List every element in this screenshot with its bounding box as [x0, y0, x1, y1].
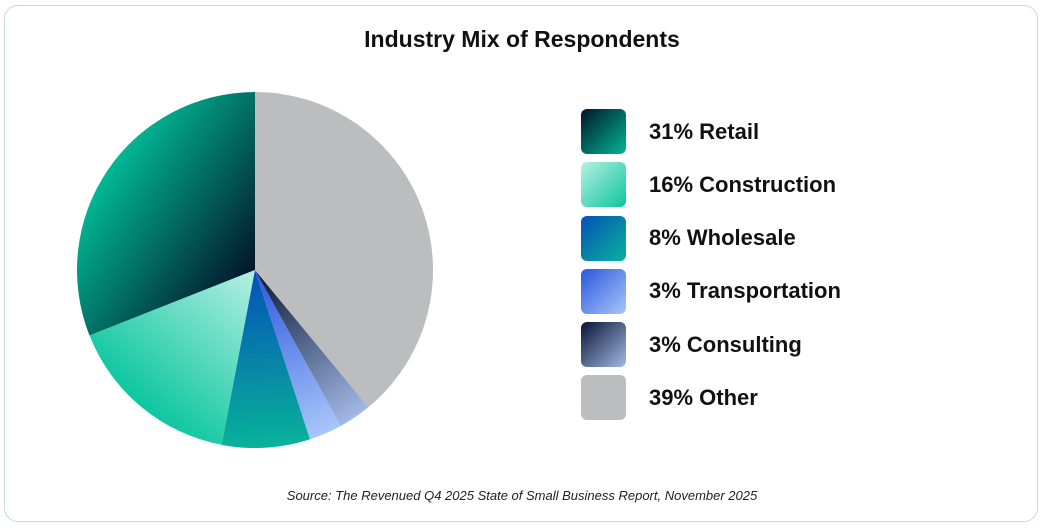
source-note: Source: The Revenued Q4 2025 State of Sm…: [286, 488, 758, 503]
chart-title: Industry Mix of Respondents: [364, 26, 680, 52]
pie-slice-construction: [89, 270, 255, 445]
pie-slice-retail: [77, 92, 255, 336]
legend-swatch: [581, 162, 626, 208]
pie-slice-consulting: [255, 270, 369, 426]
legend-swatch: [581, 268, 626, 314]
legend-label: 8% Wholesale: [649, 225, 796, 251]
legend-swatch: [581, 109, 626, 154]
legend-label: 3% Consulting: [649, 331, 802, 357]
pie-chart: [77, 92, 433, 448]
legend-item-retail: 31% Retail: [581, 109, 841, 154]
legend-item-other: 39% Other: [581, 375, 841, 421]
legend: 31% Retail 16% Construction 8% Wholesale 3%…: [581, 109, 841, 429]
legend-item-wholesale: 8% Wholesale: [581, 215, 841, 261]
legend-item-transportation: 3% Transportation: [581, 268, 841, 314]
legend-label: 16% Construction: [649, 171, 837, 197]
legend-label: 31% Retail: [649, 118, 760, 144]
legend-item-consulting: 3% Consulting: [581, 322, 841, 368]
pie-slice-other: [255, 92, 433, 408]
legend-label: 39% Other: [649, 384, 758, 410]
legend-swatch: [581, 375, 626, 421]
legend-swatch: [581, 322, 626, 368]
pie-slice-transportation: [255, 270, 341, 440]
legend-item-construction: 16% Construction: [581, 162, 841, 208]
pie-slice-wholesale: [221, 270, 311, 448]
legend-swatch: [581, 215, 626, 261]
chart-card: Industry Mix of Respondents 31% Retail 16…: [4, 5, 1038, 522]
legend-label: 3% Transportation: [649, 278, 841, 304]
